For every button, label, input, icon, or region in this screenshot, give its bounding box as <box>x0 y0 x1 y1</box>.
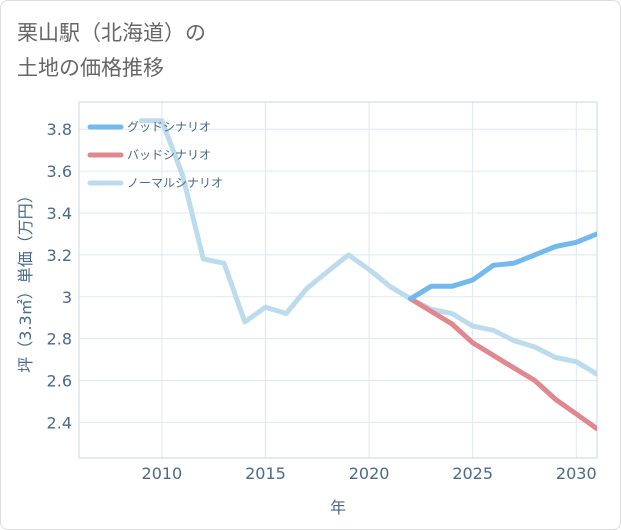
x-axis-ticks: 2010 2015 2020 2025 2030 <box>142 464 597 483</box>
series-line-1 <box>408 296 597 432</box>
y-tick-label: 2.6 <box>47 372 72 391</box>
legend-label: グッドシナリオ <box>127 120 211 134</box>
y-tick-label: 3.6 <box>47 162 72 181</box>
x-tick-label: 2020 <box>349 464 390 483</box>
x-tick-label: 2015 <box>245 464 286 483</box>
y-tick-label: 3.8 <box>47 120 72 139</box>
x-tick-label: 2025 <box>452 464 493 483</box>
series-lines <box>138 118 597 432</box>
chart-title-line-1: 栗山駅（北海道）の <box>17 21 206 45</box>
x-tick-label: 2030 <box>556 464 597 483</box>
legend-item-2[interactable]: ノーマルシナリオ <box>87 176 223 190</box>
legend-label: ノーマルシナリオ <box>127 176 223 190</box>
y-axis-title: 坪（3.3㎡）単価（万円） <box>16 187 35 372</box>
legend-item-1[interactable]: バッドシナリオ <box>87 148 211 162</box>
y-tick-label: 3.4 <box>47 204 72 223</box>
y-axis-ticks: 2.4 2.6 2.8 3 3.2 3.4 3.6 3.8 <box>47 120 72 432</box>
y-tick-label: 3 <box>62 288 72 307</box>
series-line-2 <box>138 118 597 377</box>
legend-item-0[interactable]: グッドシナリオ <box>87 120 211 134</box>
series-line-0 <box>408 231 597 302</box>
x-tick-label: 2010 <box>142 464 183 483</box>
chart-title: 栗山駅（北海道）の 土地の価格推移 <box>17 16 206 86</box>
plot-area <box>78 101 598 459</box>
y-tick-label: 2.8 <box>47 330 72 349</box>
x-axis-title: 年 <box>330 498 346 517</box>
chart-title-line-2: 土地の価格推移 <box>17 56 164 80</box>
y-tick-label: 2.4 <box>47 413 72 432</box>
legend-label: バッドシナリオ <box>127 148 211 162</box>
y-tick-label: 3.2 <box>47 246 72 265</box>
